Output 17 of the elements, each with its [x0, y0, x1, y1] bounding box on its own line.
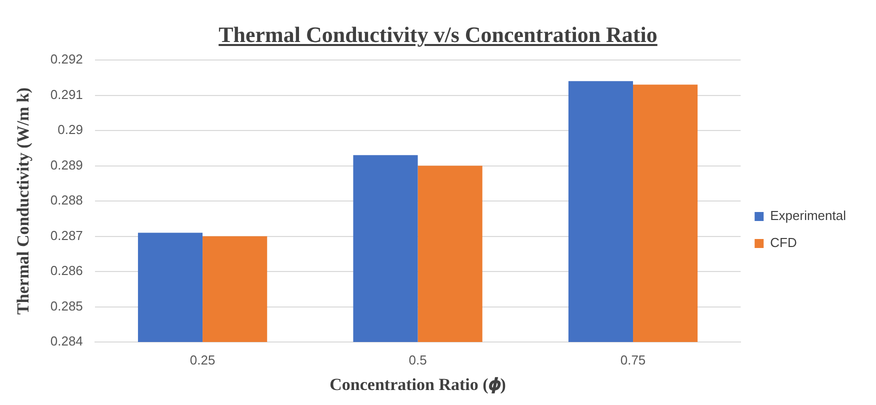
y-tick-label: 0.285	[50, 298, 83, 314]
y-tick-label: 0.291	[50, 86, 83, 102]
x-tick-label: 0.75	[620, 352, 646, 368]
x-tick-label: 0.5	[408, 352, 427, 368]
y-tick-label: 0.289	[50, 157, 83, 172]
legend-label: Experimental	[770, 208, 846, 224]
y-axis-title: Thermal Conductivity (W/m k)	[14, 87, 33, 315]
legend-label: CFD	[770, 235, 797, 250]
x-tick-label: 0.25	[190, 352, 216, 368]
y-tick-label: 0.286	[50, 263, 83, 278]
chart-title: Thermal Conductivity v/s Concentration Ratio	[218, 22, 658, 48]
x-axis-title: Concentration Ratio (𝝓)	[330, 375, 506, 396]
y-tick-label: 0.292	[50, 52, 83, 67]
y-tick-label: 0.287	[50, 228, 83, 243]
y-tick-label: 0.288	[50, 192, 83, 208]
y-tick-label: 0.29	[58, 122, 83, 138]
y-tick-label: 0.284	[50, 334, 83, 349]
